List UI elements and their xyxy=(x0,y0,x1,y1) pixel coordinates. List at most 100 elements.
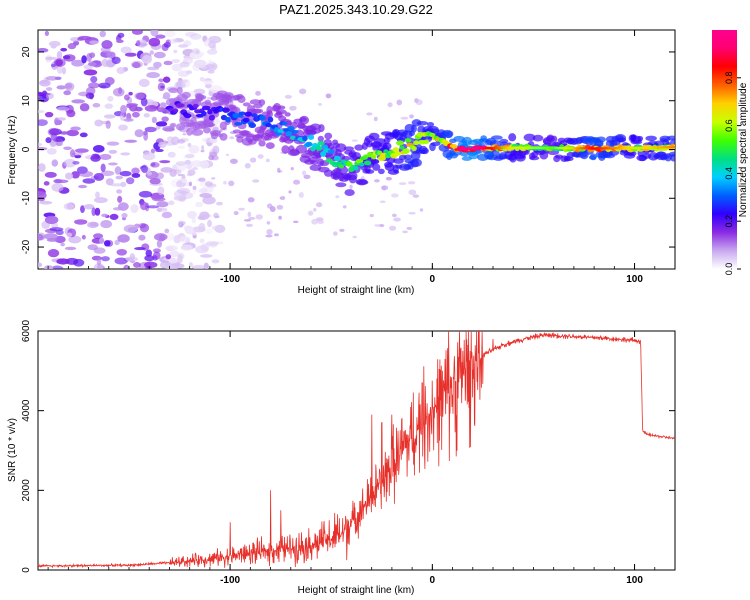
spectrogram-noise-blob xyxy=(104,103,114,109)
spectrogram-halo xyxy=(354,144,364,151)
spectrogram-noise-blob xyxy=(200,254,213,258)
spectrogram-scatter-dot xyxy=(198,177,206,182)
spectrogram-noise-blob xyxy=(64,246,77,251)
spectrogram-noise-blob xyxy=(45,92,54,100)
spectrogram-ridge xyxy=(322,144,329,150)
spectrogram-scatter-dot xyxy=(415,99,423,106)
colorbar-tick-label: 0.2 xyxy=(724,215,734,228)
spectrogram-ridge xyxy=(178,103,185,108)
spectrogram-halo xyxy=(668,151,675,157)
spectrogram-ridge xyxy=(317,140,325,146)
spectrogram-halo xyxy=(237,95,246,103)
spectrogram-y-tick-label: 10 xyxy=(21,95,32,107)
spectrogram-scatter-dot xyxy=(209,151,218,158)
spectrogram-noise-blob xyxy=(134,106,143,112)
spectrogram-ridge xyxy=(358,162,365,167)
spectrogram-noise-blob xyxy=(92,103,101,108)
spectrogram-noise-blob xyxy=(132,111,140,118)
spectrogram-scatter-dot xyxy=(293,179,301,185)
spectrogram-noise-blob xyxy=(140,97,148,107)
spectrogram-noise-blob xyxy=(111,56,121,65)
spectrogram-noise-blob xyxy=(206,48,218,55)
spectrogram-noise-blob xyxy=(63,158,77,168)
spectrogram-scatter-dot xyxy=(201,144,205,151)
spectrogram-noise-blob xyxy=(195,201,204,208)
spectrogram-noise-blob xyxy=(186,173,193,177)
spectrogram-noise-blob xyxy=(150,161,160,168)
spectrogram-ridge xyxy=(250,113,258,118)
spectrogram-noise-blob xyxy=(46,238,59,242)
spectrogram-x-tick-label: 100 xyxy=(626,274,643,285)
spectrogram-ridge xyxy=(399,145,405,150)
spectrogram-noise-blob xyxy=(152,197,166,202)
spectrogram-noise-blob xyxy=(208,40,216,49)
spectrogram-noise-blob xyxy=(56,106,70,112)
spectrogram-noise-blob xyxy=(178,44,189,48)
spectrogram-x-axis-label: Height of straight line (km) xyxy=(298,285,415,296)
spectrogram-scatter-dot xyxy=(200,149,205,153)
spectrogram-scatter-dot xyxy=(339,228,345,232)
spectrogram-noise-blob xyxy=(167,151,176,158)
spectrogram-scatter-dot xyxy=(211,177,216,180)
spectrogram-noise-blob xyxy=(141,54,153,64)
spectrogram-y-tick-label: 20 xyxy=(21,46,32,58)
figure-title: PAZ1.2025.343.10.29.G22 xyxy=(279,2,433,17)
spectrogram-noise-blob xyxy=(56,85,66,90)
spectrogram-scatter-dot xyxy=(333,231,338,236)
spectrogram-noise-blob xyxy=(114,257,128,265)
spectrogram-noise-blob xyxy=(192,48,200,55)
spectrogram-noise-blob xyxy=(159,102,167,108)
spectrogram-noise-blob xyxy=(131,167,140,175)
spectrogram-noise-blob xyxy=(184,153,195,159)
spectrogram-scatter-dot xyxy=(257,154,264,159)
spectrogram-noise-blob xyxy=(47,249,60,258)
spectrogram-halo xyxy=(336,165,349,175)
snr-y-axis-label: SNR (10 * v/v) xyxy=(7,418,18,482)
spectrogram-noise-blob xyxy=(63,146,72,151)
spectrogram-scatter-dot xyxy=(276,204,284,210)
spectrogram-scatter-dot xyxy=(316,219,325,224)
colorbar-tick-label: 0.4 xyxy=(724,167,734,180)
spectrogram-noise-blob xyxy=(171,59,181,63)
spectrogram-noise-blob xyxy=(88,82,100,89)
spectrogram-noise-blob xyxy=(38,233,44,241)
spectrogram-noise-blob xyxy=(159,160,171,164)
spectrogram-noise-blob xyxy=(96,257,102,266)
spectrogram-halo xyxy=(324,132,333,140)
spectrogram-halo xyxy=(588,155,597,160)
spectrogram-halo xyxy=(366,140,373,148)
spectrogram-noise-blob xyxy=(91,207,96,217)
spectrogram-scatter-dot xyxy=(290,166,294,171)
spectrogram-noise-blob xyxy=(116,39,124,44)
spectrogram-halo xyxy=(317,135,324,143)
spectrogram-halo xyxy=(565,156,574,162)
spectrogram-scatter-dot xyxy=(266,203,273,209)
snr-x-tick-label: -100 xyxy=(220,575,240,586)
spectrogram-scatter-dot xyxy=(419,208,424,212)
spectrogram-noise-blob xyxy=(146,71,160,79)
spectrogram-noise-blob xyxy=(72,160,80,165)
snr-frame xyxy=(37,330,676,571)
spectrogram-halo xyxy=(219,132,228,141)
spectrogram-noise-blob xyxy=(189,33,202,40)
spectrogram-noise-blob xyxy=(166,265,178,269)
spectrogram-noise-blob xyxy=(45,87,53,91)
spectrogram-ridge xyxy=(362,154,369,159)
spectrogram-ridge xyxy=(207,108,213,115)
spectrogram-noise-blob xyxy=(81,55,87,64)
spectrogram-halo xyxy=(373,138,386,144)
spectrogram-noise-blob xyxy=(141,164,149,174)
spectrogram-halo xyxy=(372,163,381,171)
spectrogram-ridge xyxy=(244,111,253,117)
spectrogram-ridge xyxy=(222,107,230,113)
spectrogram-noise-blob xyxy=(65,257,79,265)
spectrogram-noise-blob xyxy=(68,235,82,244)
spectrogram-noise-blob xyxy=(74,219,88,225)
spectrogram-noise-blob xyxy=(93,247,106,254)
spectrogram-ridge xyxy=(320,151,327,157)
spectrogram-noise-blob xyxy=(177,70,190,77)
spectrogram-noise-blob xyxy=(118,202,129,211)
spectrogram-noise-blob xyxy=(132,62,141,69)
spectrogram-ridge xyxy=(394,151,402,156)
spectrogram-noise-blob xyxy=(38,142,43,147)
